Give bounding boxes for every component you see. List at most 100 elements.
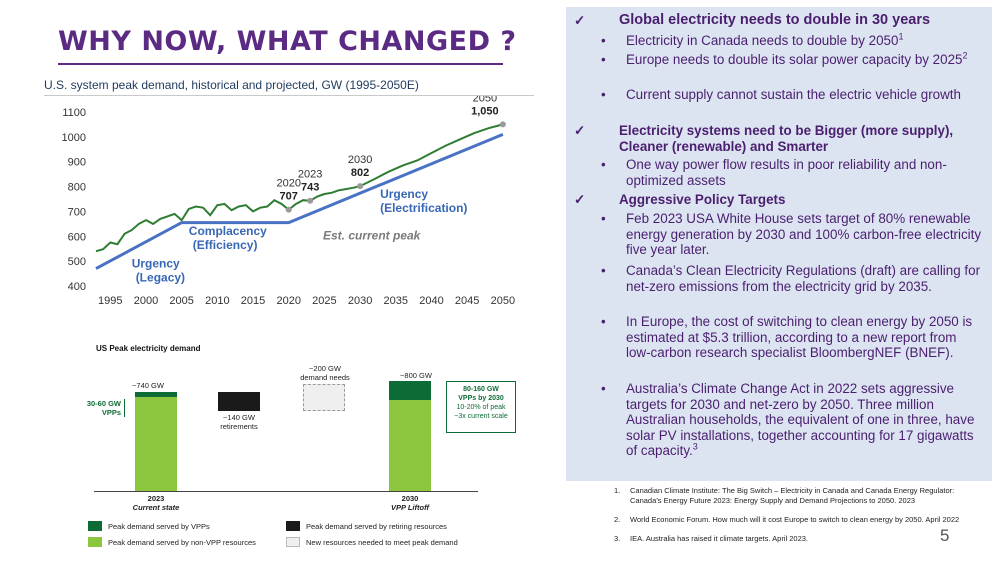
callout-line3: 10-20% of peak: [456, 404, 506, 411]
x-tick-label: 1995: [98, 295, 122, 307]
callout-line1: 80-160 GW: [463, 386, 499, 393]
retirements-bar: [218, 392, 260, 411]
retirements-label: ~140 GW retirements: [220, 413, 258, 431]
bullet-item: • One way power flow results in poor rel…: [601, 157, 984, 188]
footnote-2: 2. World Economic Forum. How much will i…: [614, 515, 959, 535]
vpp-2023-callout: 30-60 GW VPPs: [63, 399, 125, 417]
bar-2023-non-vpp: [135, 397, 177, 491]
bullet-icon: •: [601, 52, 606, 67]
legend-retiring: Peak demand served by retiring resources: [286, 521, 447, 531]
point-year-label: 2023: [298, 169, 322, 181]
footnote-ref: 2: [962, 50, 968, 61]
legend-swatch: [88, 537, 102, 547]
new-demand-label: ~200 GW demand needs: [300, 364, 350, 382]
historical-demand-line: [95, 123, 504, 253]
bar-chart-title: US Peak electricity demand: [96, 344, 201, 353]
bar-2030-category: 2030: [401, 494, 419, 503]
y-tick-label: 600: [68, 231, 86, 243]
new-demand-bar: [303, 384, 345, 411]
point-year-label: 2050: [473, 96, 497, 104]
period-annotation-sub: (Electrification): [380, 201, 467, 215]
point-value-label: 707: [280, 191, 298, 203]
x-tick-label: 2015: [241, 295, 265, 307]
footnote-3: 3. IEA. Australia has raised it climate …: [614, 534, 954, 544]
point-value-label: 1,050: [471, 105, 499, 117]
bullet-item: • Feb 2023 USA White House sets target o…: [601, 211, 984, 258]
key-points-panel: ✓ Global electricity needs to double in …: [566, 7, 992, 481]
point-value-label: 743: [301, 182, 319, 194]
check-mark-icon: ✓: [574, 13, 586, 28]
chart-title: U.S. system peak demand, historical and …: [44, 78, 419, 92]
point-value-label: 802: [351, 167, 369, 179]
bar-2030-subtitle: VPP Liftoff: [391, 503, 429, 512]
footnote-text: World Economic Forum. How much will it c…: [630, 515, 960, 524]
y-tick-label: 1000: [62, 132, 86, 144]
legend-label: Peak demand served by retiring resources: [306, 521, 447, 531]
period-annotation: Complacency: [189, 224, 267, 238]
y-tick-label: 1100: [62, 107, 86, 119]
footnote-1: 1. Canadian Climate Institute: The Big S…: [614, 486, 954, 516]
legend-label: New resources needed to meet peak demand: [306, 537, 458, 547]
bar-2030-vpp: [389, 381, 431, 400]
data-point-marker: [357, 183, 364, 190]
bullet-text: Electricity in Canada needs to double by…: [626, 33, 899, 48]
bullet-icon: •: [601, 381, 606, 396]
bar-2023-total-label: ~740 GW: [132, 381, 164, 390]
bullet-text: Australia’s Climate Change Act in 2022 s…: [626, 381, 975, 458]
y-tick-label: 800: [68, 182, 86, 194]
section-heading-text: Aggressive Policy Targets: [619, 192, 786, 207]
x-tick-label: 2010: [205, 295, 229, 307]
period-annotation: Urgency: [132, 256, 180, 270]
legend-swatch: [286, 537, 300, 547]
period-annotation-sub: (Efficiency): [193, 238, 258, 252]
footnote-text: Canadian Climate Institute: The Big Swit…: [630, 486, 955, 505]
footnote-ref: 1: [898, 31, 904, 42]
footnote-number: 3.: [614, 534, 621, 543]
bar-2030-non-vpp: [389, 400, 431, 491]
trend-line: [95, 133, 504, 270]
bullet-text: One way power flow results in poor relia…: [626, 157, 947, 188]
period-annotation: Est. current peak: [323, 229, 422, 243]
bullet-text: Europe needs to double its solar power c…: [626, 52, 963, 67]
bullet-text: Feb 2023 USA White House sets target of …: [626, 211, 982, 257]
vpp-2030-callout: 80-160 GW VPPs by 2030 10-20% of peak ~3…: [446, 381, 516, 433]
footnote-ref: 3: [692, 441, 698, 452]
period-annotation: Urgency: [380, 187, 428, 201]
x-tick-label: 2035: [384, 295, 408, 307]
x-tick-label: 2005: [169, 295, 193, 307]
footnote-text: IEA. Australia has raised it climate tar…: [630, 534, 809, 543]
x-tick-label: 2045: [455, 295, 479, 307]
peak-demand-line-chart: 400 500 600 700 800 900 1000 1100 1995 2000 2005 20…: [62, 96, 516, 307]
legend-non-vpp: Peak demand served by non-VPP resources: [88, 537, 256, 547]
title-underline: [58, 63, 503, 65]
page-number: 5: [940, 526, 950, 545]
y-tick-label: 700: [68, 206, 86, 218]
callout-line2: VPPs by 2030: [458, 395, 504, 402]
bar-baseline: [94, 491, 478, 492]
legend-swatch: [286, 521, 300, 531]
bar-2023-category: 2023: [147, 494, 165, 503]
data-point-marker: [499, 121, 506, 128]
check-mark-icon: ✓: [574, 192, 586, 207]
bar-2023-subtitle: Current state: [132, 503, 180, 512]
data-point-marker: [285, 206, 292, 213]
legend-vpp: Peak demand served by VPPs: [88, 521, 210, 531]
bullet-icon: •: [601, 263, 606, 278]
footnote-number: 1.: [614, 486, 621, 495]
legend-label: Peak demand served by VPPs: [108, 521, 210, 531]
data-point-marker: [307, 197, 314, 204]
section-heading-text: Electricity systems need to be Bigger (m…: [619, 123, 954, 154]
y-tick-label: 500: [68, 256, 86, 268]
bullet-icon: •: [601, 314, 606, 329]
chart-title-rule: [44, 95, 534, 96]
period-annotation-sub: (Legacy): [136, 270, 185, 284]
slide-title: WHY NOW, WHAT CHANGED ?: [58, 26, 517, 57]
y-tick-label: 900: [68, 157, 86, 169]
x-tick-label: 2025: [312, 295, 336, 307]
bullet-text: Current supply cannot sustain the electr…: [626, 87, 961, 102]
callout-line4: ~3x current scale: [454, 413, 508, 420]
x-tick-label: 2000: [134, 295, 158, 307]
bullet-text: In Europe, the cost of switching to clea…: [626, 314, 973, 360]
legend-new-resources: New resources needed to meet peak demand: [286, 537, 458, 547]
bar-2030-total-label: ~800 GW: [400, 371, 432, 380]
